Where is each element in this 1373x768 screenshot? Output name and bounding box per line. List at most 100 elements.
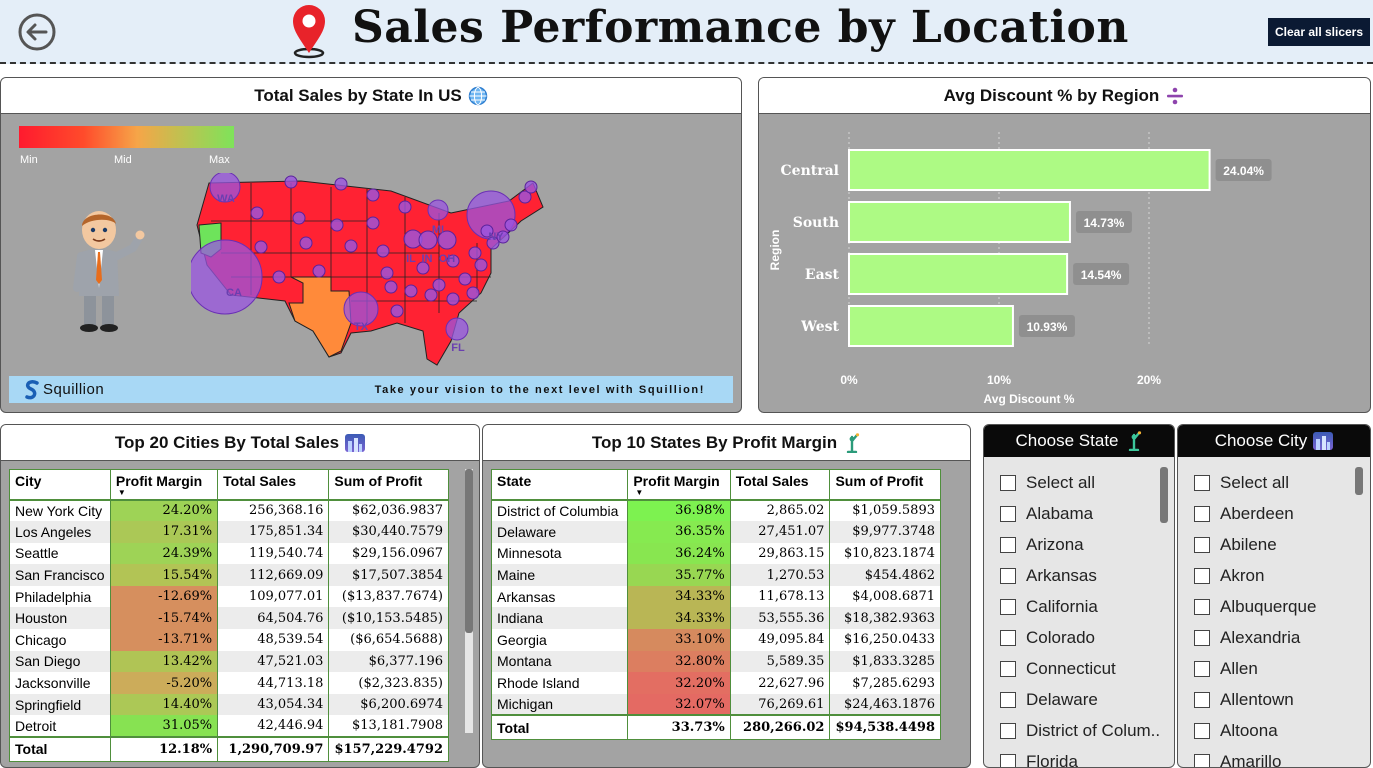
table-row[interactable]: Minnesota 36.24% 29,863.15 $10,823.1874	[490, 542, 941, 565]
avg-discount-bar-chart[interactable]: 0% 10% 20% Central 24.04% South 14.73% East 14.5…	[759, 114, 1371, 412]
slicer-item[interactable]: Amarillo	[1178, 746, 1370, 767]
slicer-item[interactable]: District of Colum...	[984, 715, 1174, 746]
state-bubbles[interactable]	[191, 173, 538, 341]
checkbox[interactable]	[1194, 660, 1210, 677]
table-row[interactable]: Indiana 34.33% 53,555.36 $18,382.9363	[490, 607, 941, 630]
slicer-item[interactable]: Arizona	[984, 529, 1174, 560]
checkbox[interactable]	[1194, 567, 1210, 584]
table-row[interactable]: New York City 24.20% 256,368.16 $62,036.983…	[9, 499, 449, 522]
bar[interactable]	[848, 149, 1211, 191]
table-row[interactable]: Detroit 31.05% 42,446.94 $13,181.7908	[9, 715, 449, 738]
value-cell: $1,059.5893	[829, 499, 941, 522]
checkbox[interactable]	[1000, 567, 1016, 584]
checkbox[interactable]	[1000, 536, 1016, 553]
column-header[interactable]: Sum of Profit	[829, 469, 941, 501]
sort-descending-icon[interactable]: ▼	[635, 487, 644, 497]
table-row[interactable]: Chicago -13.71% 48,539.54 ($6,654.5688)	[9, 629, 449, 651]
cities-scroll-thumb[interactable]	[465, 469, 473, 633]
slicer-item[interactable]: California	[984, 591, 1174, 622]
checkbox[interactable]	[1000, 722, 1016, 739]
slicer-item[interactable]: Delaware	[984, 684, 1174, 715]
checkbox[interactable]	[1194, 505, 1210, 522]
checkbox[interactable]	[1194, 691, 1210, 708]
bar[interactable]	[848, 201, 1071, 243]
sort-descending-icon[interactable]: ▼	[117, 487, 126, 497]
table-row[interactable]: Michigan 32.07% 76,269.61 $24,463.1876	[490, 693, 941, 716]
checkbox[interactable]	[1194, 629, 1210, 646]
slicer-item-label: Arkansas	[1026, 565, 1097, 585]
table-row[interactable]: District of Columbia 36.98% 2,865.02 $1,059…	[490, 499, 941, 522]
value-cell: 43,054.34	[217, 693, 330, 716]
us-sales-choropleth-map[interactable]	[191, 173, 551, 373]
slicer-item[interactable]: Select all	[984, 467, 1174, 498]
slicer-item[interactable]: Alabama	[984, 498, 1174, 529]
table-row[interactable]: Houston -15.74% 64,504.76 ($10,153.5485)	[9, 607, 449, 630]
table-row[interactable]: Arkansas 34.33% 11,678.13 $4,008.6871	[490, 585, 941, 608]
table-row[interactable]: Seattle 24.39% 119,540.74 $29,156.0967	[9, 542, 449, 565]
clear-all-slicers-button[interactable]: Clear all slicers	[1268, 18, 1370, 46]
globe-icon	[468, 86, 488, 105]
value-cell: 14.40%	[109, 693, 219, 716]
city-slicer-scrollbar[interactable]	[1355, 465, 1363, 761]
state-slicer-scroll-thumb[interactable]	[1160, 467, 1168, 523]
cities-table[interactable]: City Profit Margin ▼ Total Sales Sum of Prof…	[9, 469, 449, 762]
cities-table-header-row: City Profit Margin ▼ Total Sales Sum of Prof…	[9, 469, 449, 501]
column-header[interactable]: State	[490, 469, 629, 501]
value-cell: 36.24%	[627, 542, 731, 565]
checkbox[interactable]	[1194, 474, 1210, 491]
column-header[interactable]: Profit Margin ▼	[109, 469, 219, 501]
slicer-item[interactable]: Albuquerque	[1178, 591, 1370, 622]
checkbox[interactable]	[1000, 598, 1016, 615]
checkbox[interactable]	[1000, 505, 1016, 522]
table-row[interactable]: Georgia 33.10% 49,095.84 $16,250.0433	[490, 629, 941, 651]
table-row[interactable]: Montana 32.80% 5,589.35 $1,833.3285	[490, 650, 941, 673]
checkbox[interactable]	[1000, 660, 1016, 677]
states-table[interactable]: State Profit Margin ▼ Total Sales Sum of Pro…	[490, 469, 941, 740]
slicer-item[interactable]: Altoona	[1178, 715, 1370, 746]
slicer-item[interactable]: Select all	[1178, 467, 1370, 498]
slicer-item[interactable]: Aberdeen	[1178, 498, 1370, 529]
slicer-item[interactable]: Abilene	[1178, 529, 1370, 560]
column-header[interactable]: Profit Margin ▼	[627, 469, 731, 501]
checkbox[interactable]	[1194, 536, 1210, 553]
column-header[interactable]: City	[9, 469, 111, 501]
slicer-item[interactable]: Allentown	[1178, 684, 1370, 715]
table-row[interactable]: Delaware 36.35% 27,451.07 $9,977.3748	[490, 521, 941, 543]
table-row[interactable]: San Francisco 15.54% 112,669.09 $17,507.385…	[9, 564, 449, 586]
row-label-cell: Houston	[9, 607, 111, 630]
slicer-item[interactable]: Colorado	[984, 622, 1174, 653]
column-header[interactable]: Total Sales	[217, 469, 330, 501]
table-row[interactable]: Jacksonville -5.20% 44,713.18 ($2,323.835)	[9, 672, 449, 694]
slicer-item[interactable]: Alexandria	[1178, 622, 1370, 653]
bar[interactable]	[848, 305, 1014, 347]
state-slicer-scrollbar[interactable]	[1160, 465, 1168, 761]
value-cell: 35.77%	[627, 564, 731, 586]
value-cell: ($13,837.7674)	[328, 585, 449, 608]
legend-min-label: Min	[20, 154, 38, 166]
table-row[interactable]: Maine 35.77% 1,270.53 $454.4862	[490, 564, 941, 586]
column-header[interactable]: Total Sales	[729, 469, 831, 501]
slicer-item-label: California	[1026, 596, 1098, 616]
table-row[interactable]: Springfield 14.40% 43,054.34 $6,200.6974	[9, 693, 449, 716]
back-arrow-icon[interactable]	[16, 11, 58, 53]
city-slicer-scroll-thumb[interactable]	[1355, 467, 1363, 495]
table-row[interactable]: San Diego 13.42% 47,521.03 $6,377.196	[9, 650, 449, 673]
checkbox[interactable]	[1194, 598, 1210, 615]
table-row[interactable]: Philadelphia -12.69% 109,077.01 ($13,837.76…	[9, 585, 449, 608]
checkbox[interactable]	[1000, 753, 1016, 767]
cities-table-scrollbar[interactable]	[465, 469, 473, 733]
checkbox[interactable]	[1000, 691, 1016, 708]
checkbox[interactable]	[1000, 474, 1016, 491]
table-row[interactable]: Los Angeles 17.31% 175,851.34 $30,440.7579	[9, 521, 449, 543]
table-row[interactable]: Rhode Island 32.20% 22,627.96 $7,285.6293	[490, 672, 941, 694]
column-header[interactable]: Sum of Profit	[328, 469, 449, 501]
slicer-item[interactable]: Florida	[984, 746, 1174, 767]
bar[interactable]	[848, 253, 1069, 295]
checkbox[interactable]	[1000, 629, 1016, 646]
slicer-item[interactable]: Allen	[1178, 653, 1370, 684]
slicer-item[interactable]: Arkansas	[984, 560, 1174, 591]
slicer-item[interactable]: Akron	[1178, 560, 1370, 591]
checkbox[interactable]	[1194, 753, 1210, 767]
checkbox[interactable]	[1194, 722, 1210, 739]
slicer-item[interactable]: Connecticut	[984, 653, 1174, 684]
